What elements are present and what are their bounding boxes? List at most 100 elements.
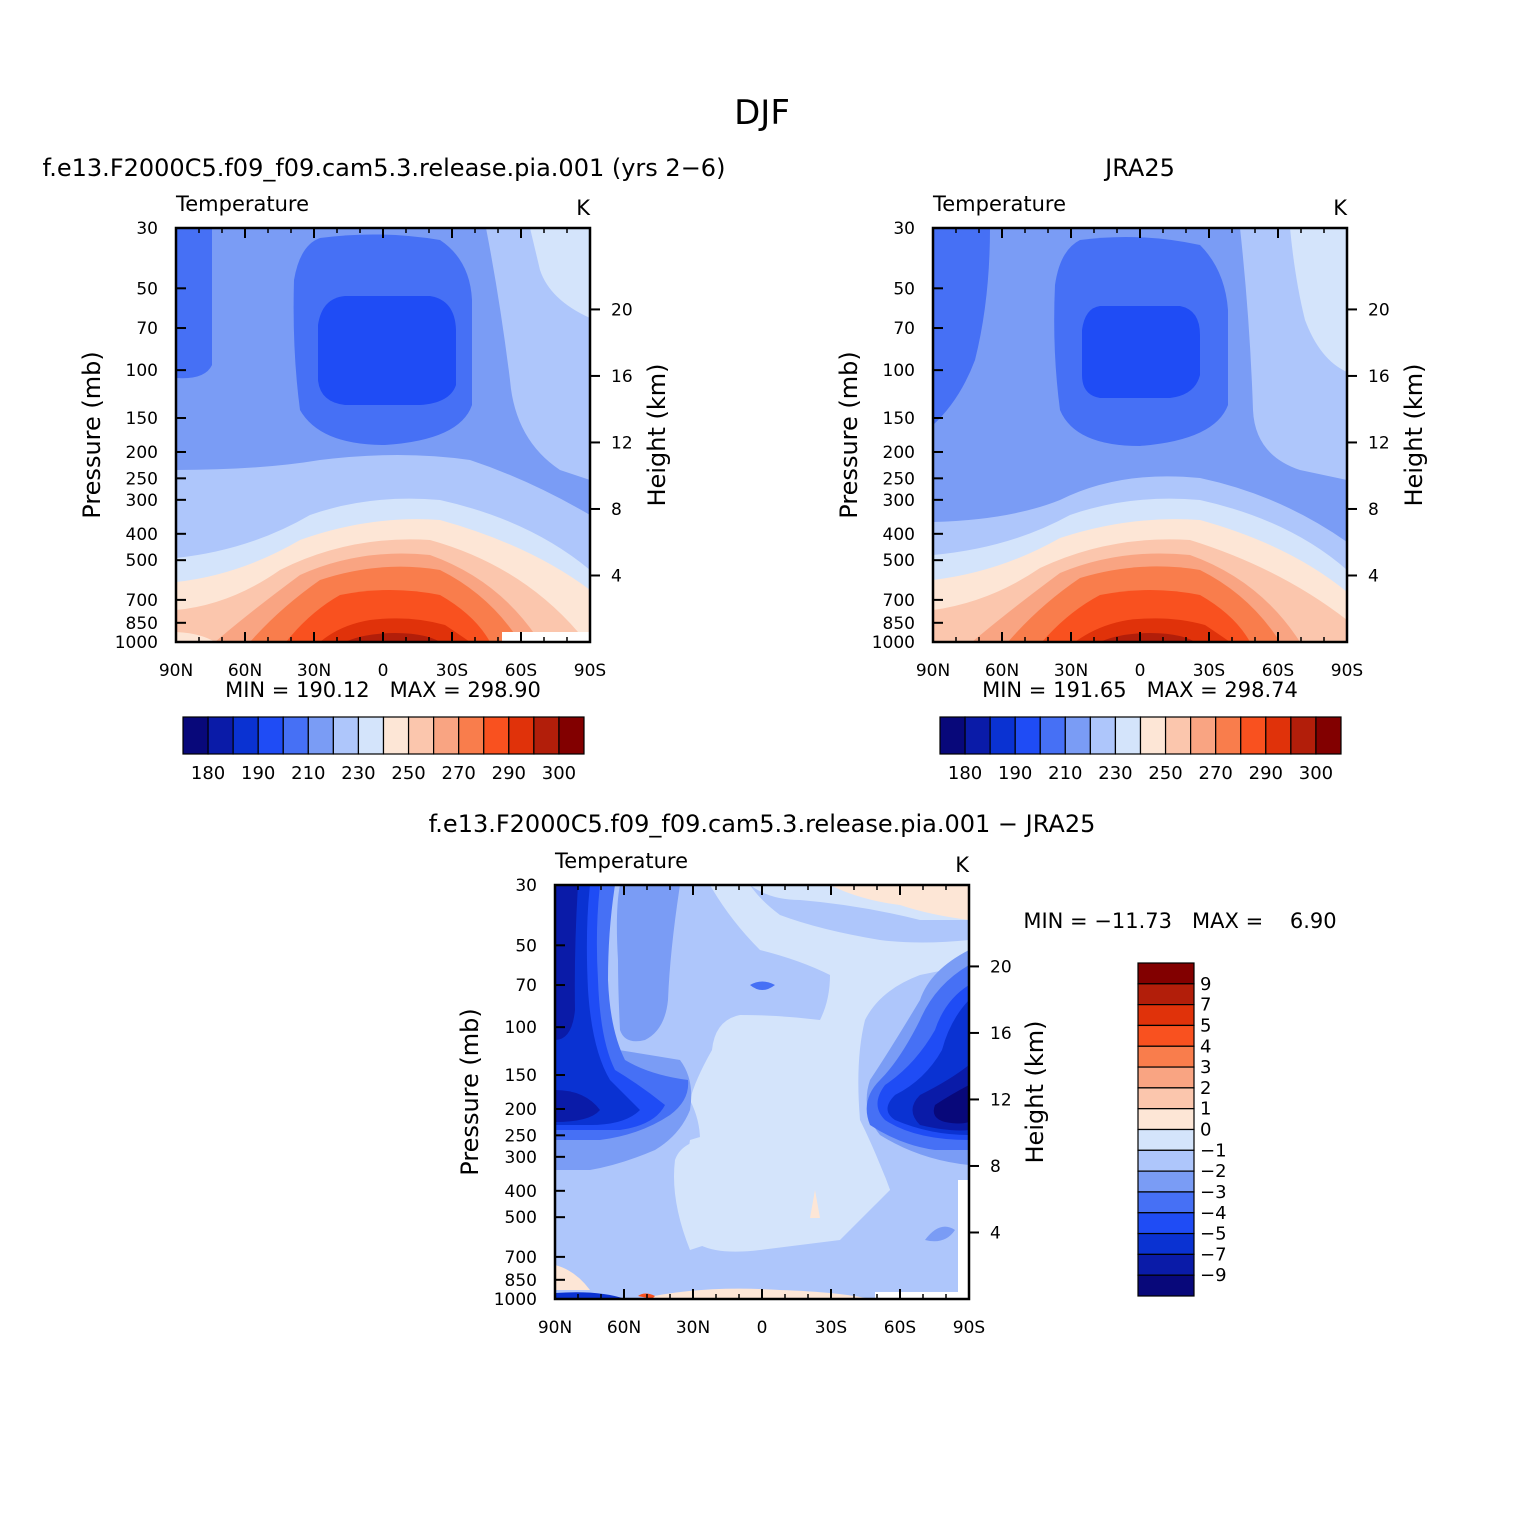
missing-data [958, 1180, 969, 1292]
colorbar-swatch [357, 716, 385, 755]
panel-model-ylabel: Pressure (mb) [78, 351, 106, 518]
colorbar-swatch [1315, 716, 1342, 755]
colorbar-swatch [533, 716, 560, 755]
contour-fill [933, 228, 990, 425]
colorbar-label: 3 [1200, 1057, 1211, 1078]
y-tick-label: 30 [515, 876, 537, 896]
y-tick-label: 300 [883, 491, 915, 511]
height-tick-label: 12 [611, 433, 633, 453]
y-tick-label: 700 [126, 591, 158, 611]
x-tick-label: 90S [953, 1318, 985, 1338]
panel-model: f.e13.F2000C5.f09_f09.cam5.3.release.pia… [43, 154, 726, 784]
panel-model-colorbar: 180 190 210 230 250 270 290 300 [182, 716, 585, 784]
x-tick-label: 90S [1331, 661, 1363, 681]
y-tick-label: 200 [126, 443, 158, 463]
colorbar-swatch [1290, 716, 1317, 755]
panel-diff: f.e13.F2000C5.f09_f09.cam5.3.release.pia… [429, 810, 1337, 1338]
colorbar-label: −1 [1200, 1140, 1227, 1161]
y-tick-label: 100 [505, 1018, 537, 1038]
contour-fill [555, 885, 680, 1042]
contour-fill [555, 885, 578, 1040]
colorbar-label: 7 [1200, 995, 1211, 1016]
colorbar-swatch [1137, 1212, 1195, 1235]
colorbar-label: 210 [291, 763, 325, 784]
colorbar-label: −4 [1200, 1203, 1227, 1224]
colorbar-label: 190 [241, 763, 275, 784]
x-tick-label: 30S [815, 1318, 847, 1338]
colorbar-swatch [1215, 716, 1242, 755]
y-tick-label: 300 [126, 491, 158, 511]
colorbar-swatch [1137, 1066, 1195, 1089]
x-tick-label: 90N [538, 1318, 572, 1338]
y-tick-label: 150 [883, 409, 915, 429]
y-tick-label: 250 [505, 1126, 537, 1146]
height-tick-label: 4 [990, 1223, 1001, 1243]
contour-fill [530, 228, 590, 318]
panel-obs-h-ticks: 20 16 12 8 4 [1347, 300, 1390, 586]
contour-fill [555, 1090, 600, 1122]
height-tick-label: 16 [990, 1024, 1012, 1044]
colorbar-swatch [1164, 716, 1192, 755]
y-tick-label: 150 [126, 409, 158, 429]
panel-diff-contours [555, 885, 969, 1299]
x-tick-label: 0 [1135, 661, 1146, 681]
colorbar-swatch [1039, 716, 1066, 755]
x-tick-label: 90S [574, 661, 606, 681]
y-tick-label: 50 [136, 279, 158, 299]
colorbar-swatch [232, 716, 259, 755]
colorbar-swatch [1137, 962, 1195, 985]
y-tick-label: 150 [505, 1066, 537, 1086]
panel-diff-units: K [955, 853, 970, 877]
y-tick-label: 50 [893, 279, 915, 299]
y-tick-label: 70 [136, 319, 158, 339]
panel-diff-h-ticks: 20 16 12 8 4 [969, 957, 1012, 1243]
contour-fill [933, 1085, 969, 1124]
colorbar-swatch [1137, 1170, 1195, 1193]
colorbar-swatch [1137, 1232, 1195, 1255]
colorbar-swatch [282, 716, 309, 755]
colorbar-label: 4 [1200, 1036, 1211, 1057]
y-tick-label: 400 [883, 525, 915, 545]
colorbar-swatch [1114, 716, 1142, 755]
panel-diff-y2label: Height (km) [1021, 1021, 1049, 1164]
colorbar-swatch [989, 716, 1016, 755]
x-tick-label: 30N [1054, 661, 1088, 681]
y-tick-label: 700 [883, 591, 915, 611]
contour-fill [555, 1292, 625, 1299]
y-tick-label: 300 [505, 1148, 537, 1168]
y-tick-label: 1000 [494, 1290, 537, 1310]
y-tick-label: 200 [505, 1100, 537, 1120]
colorbar-swatch [332, 716, 360, 755]
contour-fill [318, 296, 456, 405]
y-tick-label: 250 [126, 469, 158, 489]
contour-fill [830, 885, 969, 920]
contour-fill [686, 1120, 890, 1252]
colorbar-label: −7 [1200, 1244, 1227, 1265]
colorbar-swatch [1137, 1274, 1195, 1297]
colorbar-swatch [1139, 716, 1167, 755]
x-tick-label: 0 [378, 661, 389, 681]
colorbar-label: 9 [1200, 974, 1211, 995]
colorbar-swatch [964, 716, 991, 755]
panel-obs: JRA25 Temperature K 90N 60N 30N 0 30S 60S 90S … [835, 154, 1428, 784]
colorbar-swatch [182, 716, 209, 755]
colorbar-label: 2 [1200, 1078, 1211, 1099]
colorbar-swatch [558, 716, 585, 755]
x-tick-label: 60S [1262, 661, 1294, 681]
colorbar-swatch [483, 716, 510, 755]
panel-model-contours [176, 228, 590, 642]
colorbar-label: −3 [1200, 1182, 1227, 1203]
panel-obs-x-ticks: 90N 60N 30N 0 30S 60S 90S [916, 228, 1363, 681]
x-tick-label: 30S [436, 661, 468, 681]
contour-fill [750, 981, 775, 990]
colorbar-swatch [1137, 1045, 1195, 1068]
height-tick-label: 12 [1368, 433, 1390, 453]
y-tick-label: 400 [505, 1182, 537, 1202]
colorbar-swatch [382, 716, 410, 755]
colorbar-label: 1 [1200, 1099, 1211, 1120]
panel-diff-x-ticks: 90N 60N 30N 0 30S 60S 90S [538, 885, 985, 1338]
missing-data [875, 1292, 969, 1299]
contour-fill [1308, 481, 1347, 505]
x-tick-label: 60S [884, 1318, 916, 1338]
